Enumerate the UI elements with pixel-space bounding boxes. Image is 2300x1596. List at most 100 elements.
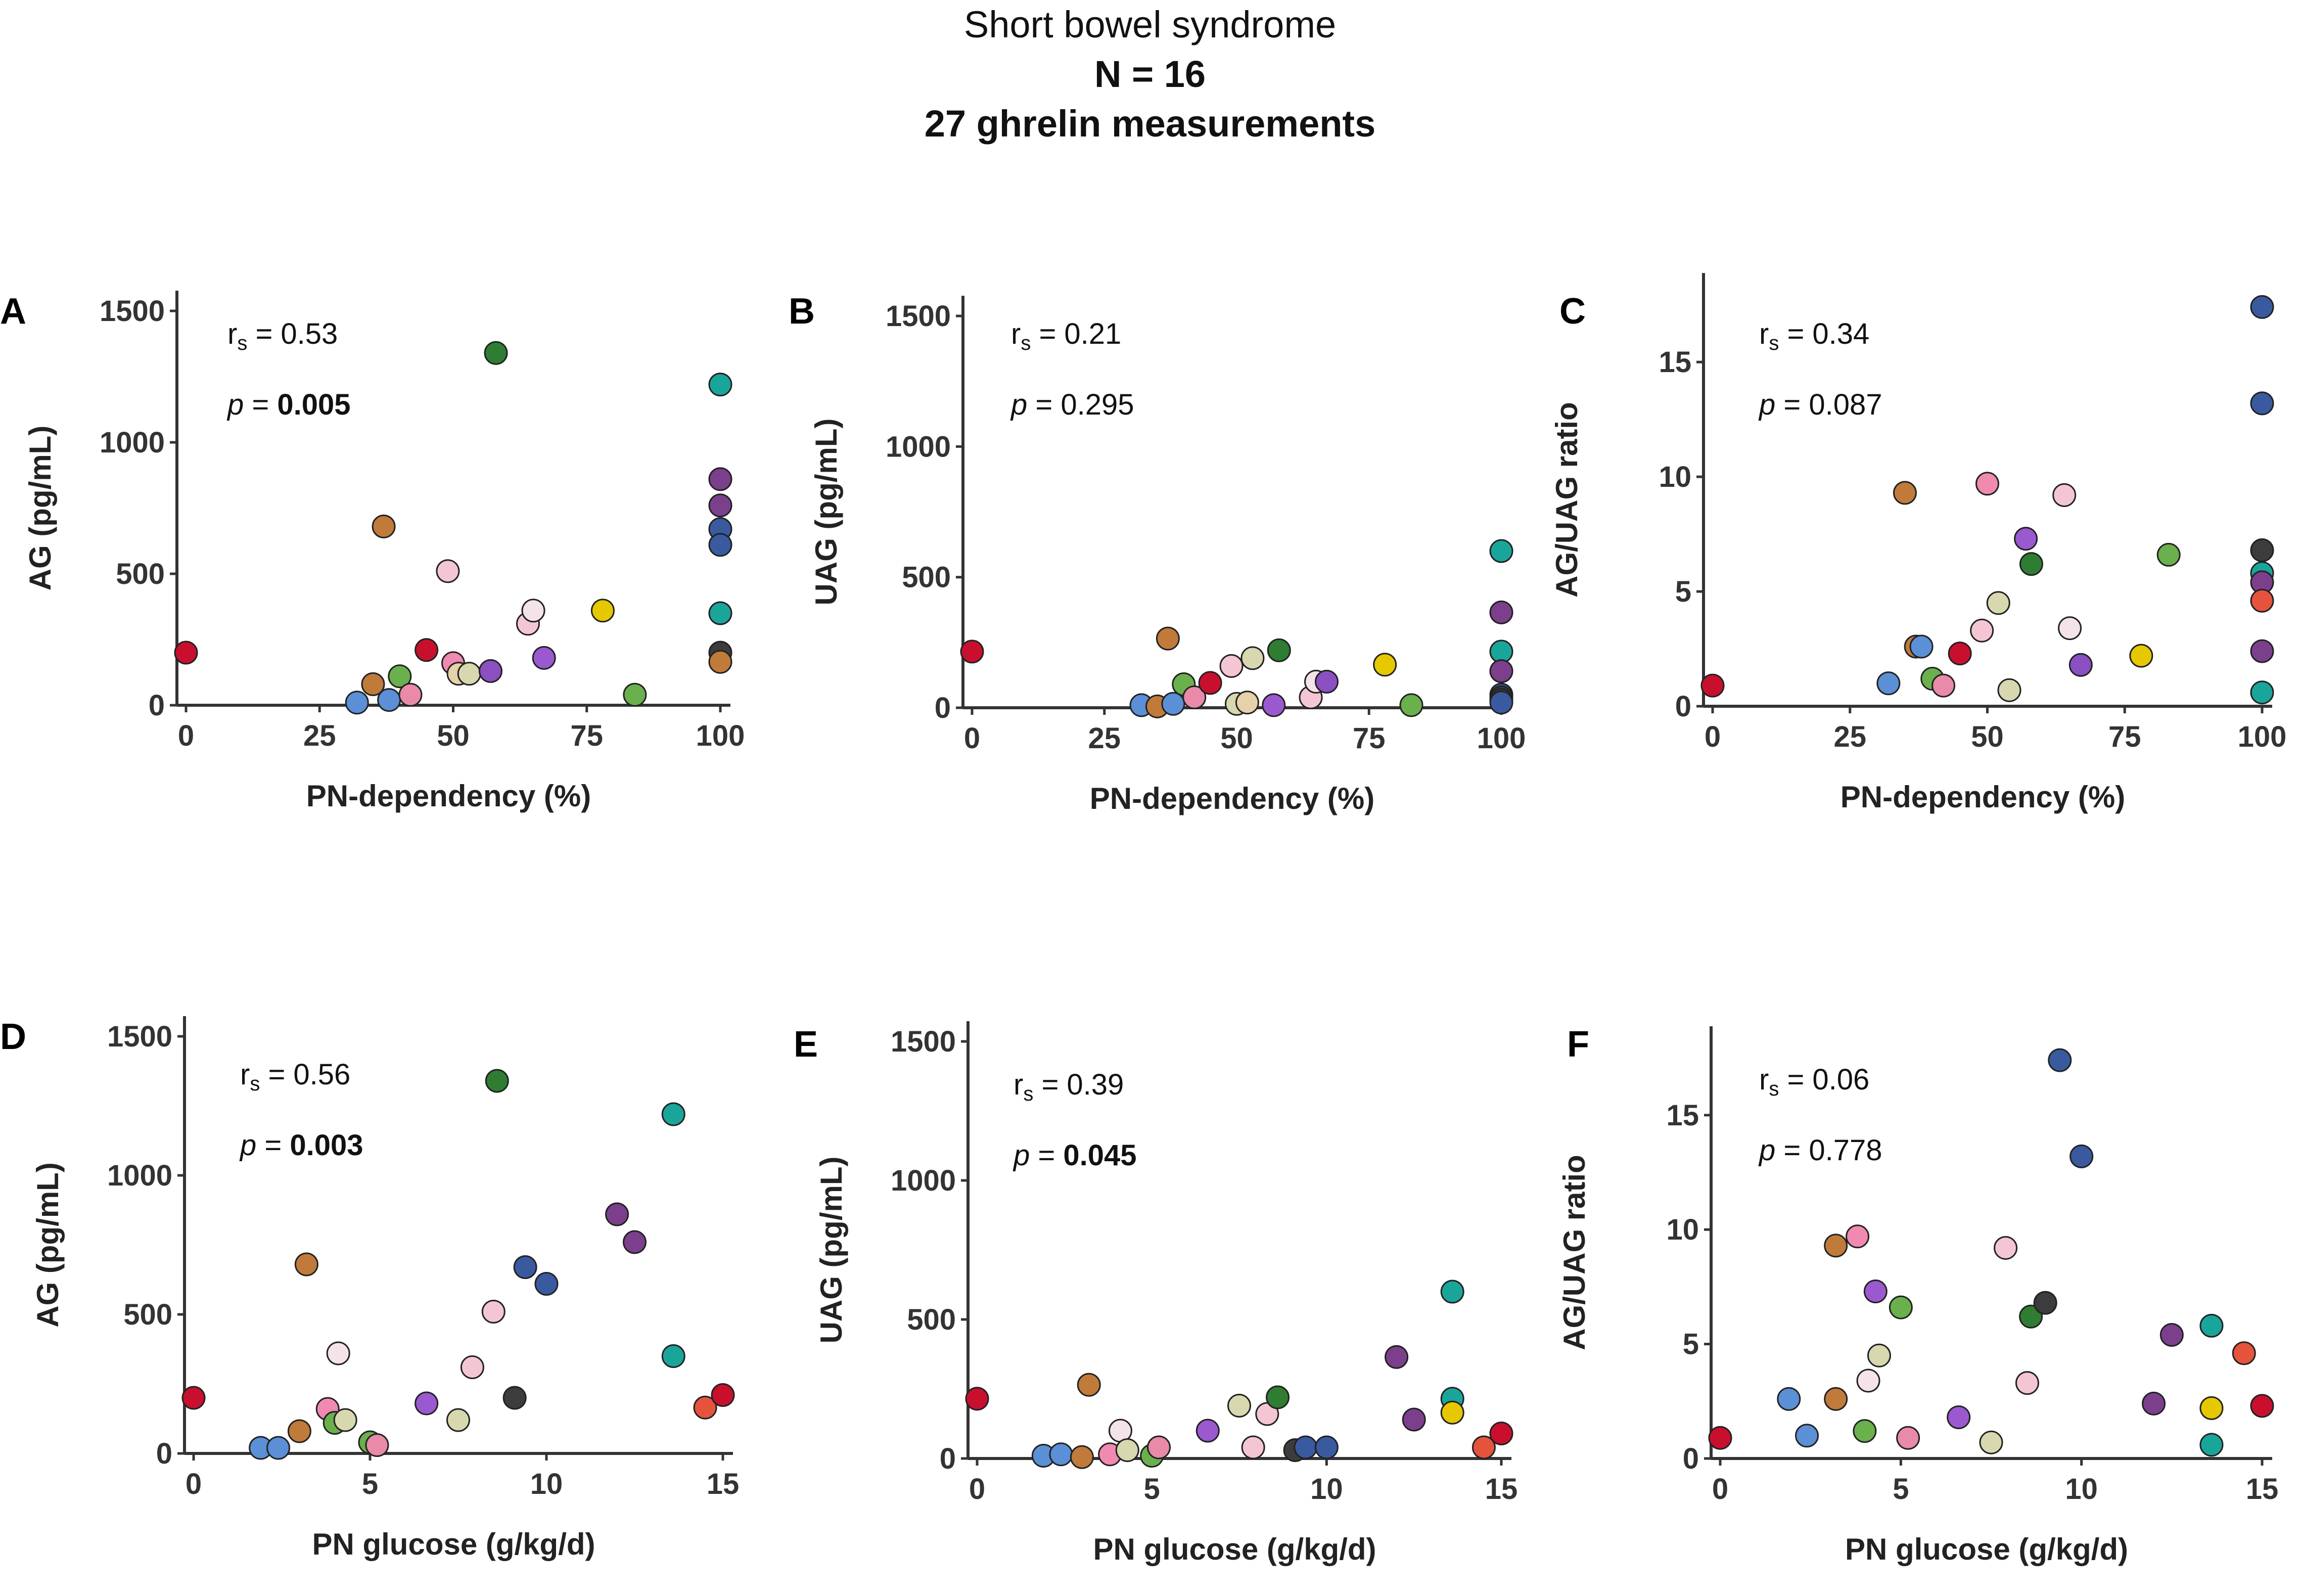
x-axis-title: PN glucose (g/kg/d) [1093,1532,1376,1566]
x-tick-label: 5 [1893,1473,1909,1506]
y-tick-label: 0 [149,689,165,722]
spearman-r-label: rs = 0.56 [240,1058,350,1095]
y-axis-title: UAG (pg/mL) [814,1157,848,1344]
data-point [1824,1234,1848,1258]
y-tick-label: 15 [1666,1099,1699,1132]
data-point [1262,693,1286,717]
data-point [478,659,502,683]
x-tick-label: 25 [303,719,336,752]
data-point [266,1436,291,1460]
data-point [1314,669,1339,694]
data-point [2068,653,2093,677]
sample-size-label: N = 16 [1094,53,1206,95]
data-point [1909,634,1934,659]
x-axis-title: PN glucose (g/kg/d) [1845,1532,2128,1566]
data-point [693,1395,717,1420]
x-tick-label: 10 [2065,1473,2098,1506]
y-axis-title: AG (pg/mL) [31,1162,65,1328]
data-point [460,1355,484,1379]
y-axis-title: AG/UAG ratio [1550,402,1584,598]
data-point [1156,626,1180,651]
data-point [1853,1419,1877,1443]
data-point [398,682,423,707]
x-axis-title: PN glucose (g/kg/d) [312,1527,595,1561]
x-tick-label: 0 [1705,720,1721,753]
data-point [2199,1313,2224,1338]
x-tick-label: 25 [1088,722,1121,755]
data-point [372,514,396,538]
panel-d: D 0 500 1000 1500 0 5 10 15 PN glucose (g/kg/d) AG… [0,1016,739,1561]
x-tick-label: 0 [1712,1473,1728,1506]
x-tick-label: 15 [1485,1473,1518,1506]
data-point [1399,693,1423,717]
y-axis-title: AG/UAG ratio [1557,1155,1591,1350]
x-tick-label: 75 [2108,720,2141,753]
data-point [2033,1291,2057,1315]
data-point [1896,1426,1920,1450]
data-point [1385,1345,1409,1369]
data-point [388,664,412,689]
data-point [1440,1400,1464,1425]
data-point [2250,680,2274,705]
data-point [1970,618,1994,643]
data-point [1070,1445,1094,1469]
data-point [1241,1435,1265,1460]
data-point [2058,616,2082,641]
data-point [2142,1391,2166,1416]
data-point [484,341,508,365]
data-point [1219,654,1244,678]
p-value-label: p = 0.087 [1758,388,1882,421]
x-tick-label: 25 [1833,720,1866,753]
data-point [1489,539,1513,563]
data-point [708,601,732,625]
data-point [1440,1280,1464,1304]
p-value-label: p = 0.005 [226,388,351,421]
y-tick-label: 500 [907,1303,956,1336]
data-point [1777,1387,1801,1411]
figure-title: Short bowel syndrome [963,4,1337,45]
x-tick-label: 50 [437,719,470,752]
data-point [2129,644,2153,668]
spearman-r-label: rs = 0.21 [1011,317,1121,354]
data-point [2052,483,2077,507]
panel-a: A 0 500 1000 1500 0 25 50 75 100 PN-dependency (%)… [0,291,745,813]
x-tick-label: 100 [696,719,745,752]
x-tick-label: 75 [570,719,603,752]
data-point [1227,1394,1251,1418]
data-point [1867,1343,1891,1367]
data-point [1846,1224,1870,1249]
panel-letter: B [789,291,815,332]
data-point [2250,588,2274,613]
data-point [1373,653,1397,677]
data-point [1700,673,1725,698]
spearman-r-label: rs = 0.06 [1759,1063,1869,1100]
y-tick-label: 500 [123,1298,172,1331]
data-point [708,373,732,397]
p-value-label: p = 0.045 [1013,1139,1137,1172]
p-value-label: p = 0.778 [1758,1134,1882,1167]
x-tick-label: 10 [530,1468,563,1500]
data-point [513,1255,537,1279]
data-point [2250,1394,2274,1418]
x-tick-label: 75 [1353,722,1386,755]
y-axis-title: UAG (pg/mL) [809,419,843,606]
y-tick-label: 1500 [891,1025,956,1058]
data-point [1975,472,1999,496]
data-point [711,1383,735,1407]
x-tick-label: 15 [2246,1473,2279,1506]
data-point [960,640,984,664]
data-point [174,641,198,665]
data-point [181,1386,206,1410]
data-point [532,646,556,670]
data-point [1195,1419,1220,1443]
data-point [1856,1369,1880,1393]
data-point [294,1252,318,1276]
x-tick-label: 10 [1310,1473,1343,1506]
data-point [590,599,615,623]
panel-letter: C [1559,291,1586,332]
x-tick-label: 0 [186,1468,202,1500]
y-tick-label: 1500 [107,1020,172,1053]
data-point [534,1272,559,1296]
data-point [2019,552,2043,576]
